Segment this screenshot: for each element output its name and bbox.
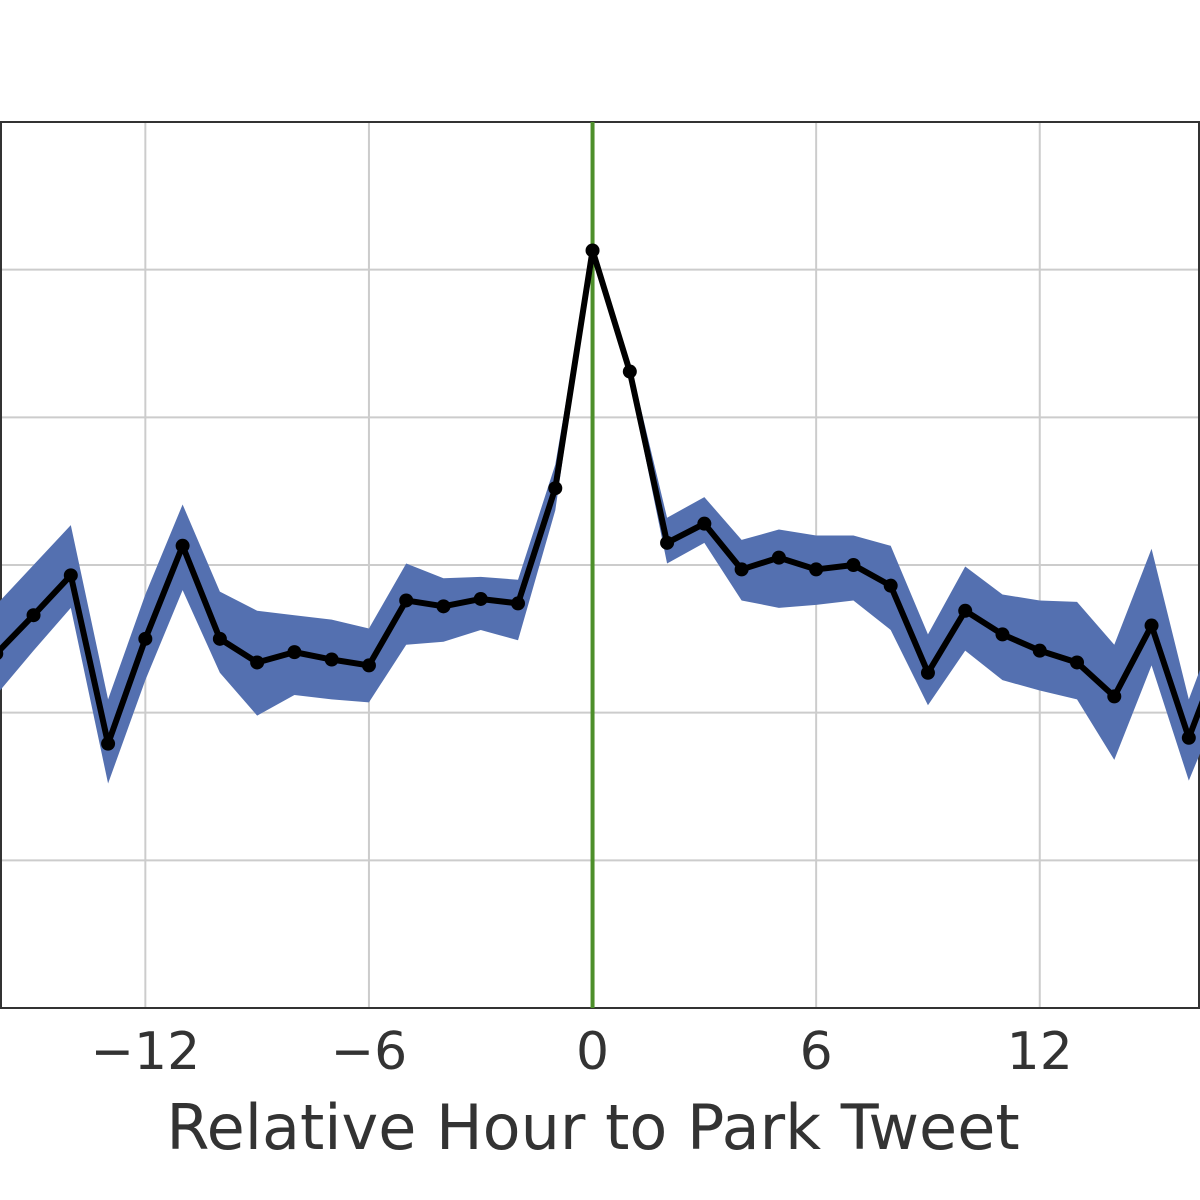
point (1070, 655, 1085, 670)
point (361, 658, 376, 673)
plot-frame (0, 121, 1200, 1009)
point (548, 481, 563, 496)
point (1032, 643, 1047, 658)
point (660, 535, 675, 550)
point (436, 599, 451, 614)
point (511, 596, 526, 611)
point (399, 593, 414, 608)
point (250, 655, 265, 670)
point (175, 538, 190, 553)
point (473, 591, 488, 606)
ticks: −12 −6 0 6 12 (90, 1022, 1072, 1082)
point (995, 627, 1010, 642)
point (920, 665, 935, 680)
x-tick-label: 12 (1007, 1022, 1073, 1082)
x-tick-label: −12 (90, 1022, 200, 1082)
point (697, 516, 712, 531)
point (138, 631, 153, 646)
point (1181, 730, 1196, 745)
point (1107, 689, 1122, 704)
point (212, 631, 227, 646)
point (63, 568, 78, 583)
x-tick-label: 0 (576, 1022, 609, 1082)
point (809, 562, 824, 577)
x-axis-label: Relative Hour to Park Tweet (166, 1091, 1019, 1164)
plot-area (0, 122, 1200, 1008)
point (622, 364, 637, 379)
point (958, 603, 973, 618)
point (734, 562, 749, 577)
x-tick-label: −6 (331, 1022, 408, 1082)
point (0, 647, 4, 660)
point (287, 645, 302, 660)
point (883, 578, 898, 593)
x-tick-label: 6 (800, 1022, 833, 1082)
point (26, 608, 41, 623)
point (846, 558, 861, 572)
line (0, 247, 1200, 747)
point (1144, 618, 1159, 633)
point (101, 736, 116, 751)
point (324, 652, 339, 667)
point (585, 243, 600, 258)
point (771, 550, 786, 565)
confidence-band (0, 246, 1200, 784)
